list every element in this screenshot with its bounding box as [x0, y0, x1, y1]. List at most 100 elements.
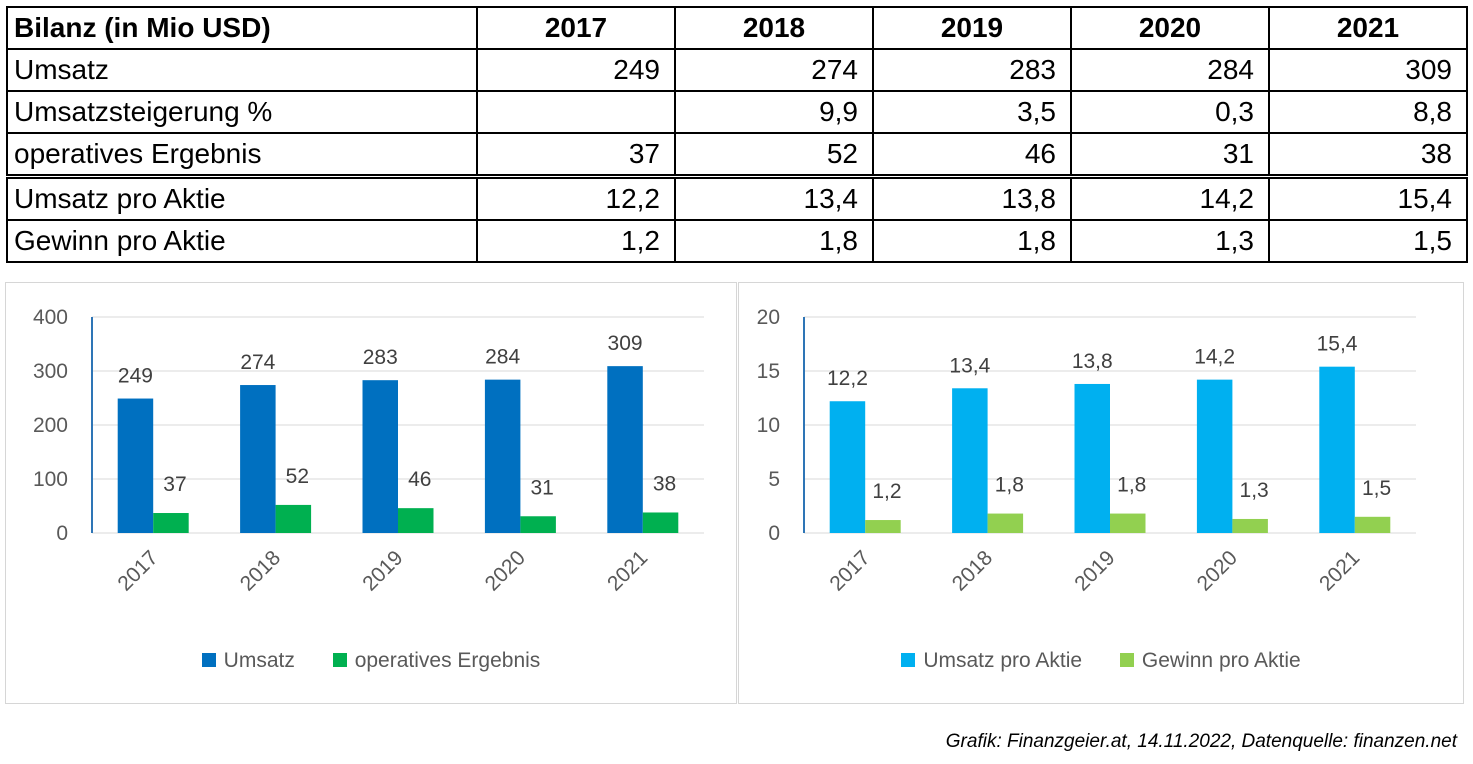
- row-label: Gewinn pro Aktie: [6, 219, 478, 263]
- x-tick-label: 2017: [825, 546, 874, 595]
- data-label: 14,2: [1194, 346, 1235, 369]
- x-tick-label: 2021: [603, 546, 652, 595]
- data-label: 1,8: [1117, 474, 1146, 497]
- data-label: 309: [608, 332, 643, 355]
- legend-swatch: [201, 653, 216, 667]
- table-cell: 1,2: [476, 219, 676, 263]
- source-footnote: Grafik: Finanzgeier.at, 14.11.2022, Date…: [945, 731, 1457, 752]
- aktie-chart: 0 5 10 15 20 12,2 1,2 2017 13,4 1,8 2018 13,8 1,8 201…: [738, 282, 1464, 704]
- row-label: operatives Ergebnis: [6, 132, 478, 178]
- x-tick-label: 2021: [1315, 546, 1364, 595]
- table-header-year: 2021: [1268, 6, 1468, 50]
- y-tick-label: 0: [768, 522, 780, 545]
- data-label: 13,4: [949, 354, 990, 377]
- bar-gewinn-pro-aktie: [1232, 518, 1268, 533]
- data-label: 283: [363, 346, 398, 369]
- data-label: 1,8: [995, 474, 1024, 497]
- legend-item: Gewinn pro Aktie: [1119, 649, 1301, 673]
- data-label: 13,8: [1072, 350, 1113, 373]
- table-cell: 284: [1070, 48, 1270, 92]
- legend-swatch: [901, 653, 916, 667]
- x-tick-label: 2019: [1070, 546, 1119, 595]
- table-row: Umsatz pro Aktie 12,2 13,4 13,8 14,2 15,…: [6, 174, 1468, 221]
- bar-umsatz: [362, 380, 398, 533]
- table-cell: 13,8: [872, 174, 1072, 221]
- row-label: Umsatz pro Aktie: [6, 174, 478, 221]
- bar-umsatz: [484, 379, 521, 533]
- table-cell: 31: [1070, 132, 1270, 178]
- table-cell: 1,8: [872, 219, 1072, 263]
- bar-operatives-ergebnis: [153, 513, 189, 533]
- table-cell: 9,9: [674, 90, 874, 134]
- table-row: Umsatz 249 274 283 284 309: [6, 48, 1468, 92]
- legend-item: Umsatz pro Aktie: [901, 649, 1082, 673]
- table-cell: 3,5: [872, 90, 1072, 134]
- chart-svg: 0 100 200 300 400 249 37 2017 274 52 2018 283 46 2019…: [33, 306, 704, 596]
- y-tick-label: 20: [757, 306, 780, 329]
- data-label: 12,2: [827, 367, 868, 390]
- table-row: Gewinn pro Aktie 1,2 1,8 1,8 1,3 1,5: [6, 219, 1468, 263]
- x-tick-label: 2018: [236, 546, 285, 595]
- y-tick-label: 5: [768, 468, 780, 491]
- y-tick-label: 15: [757, 360, 780, 383]
- bar-umsatz-pro-aktie: [1074, 383, 1110, 533]
- legend-swatch: [332, 653, 347, 667]
- data-label: 284: [485, 346, 520, 369]
- table-cell: 249: [476, 48, 676, 92]
- table-cell: 274: [674, 48, 874, 92]
- bar-gewinn-pro-aktie: [865, 520, 901, 533]
- y-tick-label: 300: [33, 360, 68, 383]
- y-tick-label: 100: [33, 468, 68, 491]
- data-label: 1,5: [1362, 477, 1391, 500]
- chart-legend: Umsatz operatives Ergebnis: [6, 649, 736, 673]
- bar-umsatz-pro-aktie: [829, 401, 866, 533]
- bar-operatives-ergebnis: [398, 508, 434, 533]
- chart-legend: Umsatz pro Aktie Gewinn pro Aktie: [739, 649, 1463, 673]
- x-tick-label: 2018: [948, 546, 997, 595]
- y-tick-label: 0: [56, 522, 68, 545]
- legend-item: operatives Ergebnis: [332, 649, 541, 673]
- table-cell: 38: [1268, 132, 1468, 178]
- bar-gewinn-pro-aktie: [1354, 516, 1391, 533]
- data-label: 274: [240, 351, 275, 374]
- table-cell: 37: [476, 132, 676, 178]
- table-header-year: 2017: [476, 6, 676, 50]
- data-label: 15,4: [1317, 333, 1358, 356]
- table-header-year: 2019: [872, 6, 1072, 50]
- bar-operatives-ergebnis: [275, 504, 312, 533]
- bar-operatives-ergebnis: [520, 516, 556, 533]
- data-label: 249: [118, 365, 153, 388]
- table-cell: 1,3: [1070, 219, 1270, 263]
- y-tick-label: 200: [33, 414, 68, 437]
- table-row: operatives Ergebnis 37 52 46 31 38: [6, 132, 1468, 178]
- table-cell: 0,3: [1070, 90, 1270, 134]
- bilanz-table: Bilanz (in Mio USD) 2017 2018 2019 2020 …: [6, 6, 1468, 263]
- table-row: Umsatzsteigerung % 9,9 3,5 0,3 8,8: [6, 90, 1468, 134]
- table-header-year: 2018: [674, 6, 874, 50]
- x-tick-label: 2017: [113, 546, 162, 595]
- legend-label: Umsatz: [223, 649, 295, 672]
- x-tick-label: 2020: [1193, 546, 1242, 595]
- row-label: Umsatz: [6, 48, 478, 92]
- data-label: 46: [408, 468, 431, 491]
- table-header-row: Bilanz (in Mio USD) 2017 2018 2019 2020 …: [6, 6, 1468, 50]
- bar-gewinn-pro-aktie: [987, 513, 1024, 533]
- legend-label: operatives Ergebnis: [354, 649, 541, 672]
- bar-umsatz-pro-aktie: [1319, 366, 1355, 533]
- table-cell: 14,2: [1070, 174, 1270, 221]
- row-label: Umsatzsteigerung %: [6, 90, 478, 134]
- table-cell: 13,4: [674, 174, 874, 221]
- legend-label: Gewinn pro Aktie: [1141, 649, 1301, 672]
- table-cell: [476, 90, 676, 134]
- bar-umsatz: [117, 398, 154, 533]
- data-label: 37: [163, 473, 186, 496]
- table-cell: 283: [872, 48, 1072, 92]
- bar-umsatz-pro-aktie: [1196, 379, 1233, 533]
- table-header-title: Bilanz (in Mio USD): [6, 6, 478, 50]
- chart-svg: 0 5 10 15 20 12,2 1,2 2017 13,4 1,8 2018 13,8 1,8 201…: [757, 306, 1416, 596]
- legend-item: Umsatz: [201, 649, 295, 673]
- y-tick-label: 10: [757, 414, 780, 437]
- bar-umsatz: [240, 385, 276, 533]
- table-cell: 12,2: [476, 174, 676, 221]
- data-label: 1,3: [1240, 479, 1269, 502]
